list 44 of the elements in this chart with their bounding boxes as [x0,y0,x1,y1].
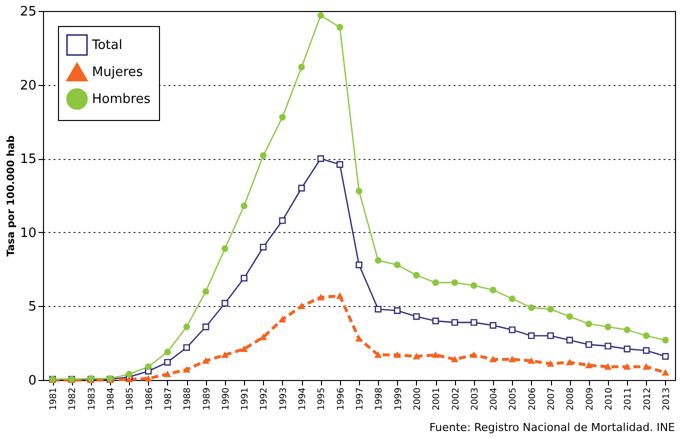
x-tick-label: 2012 [642,388,653,410]
y-tick-label: 10 [20,226,36,241]
x-tick-label: 1993 [278,388,289,410]
x-tick-label: 1982 [68,388,78,410]
x-tick-label: 1988 [183,387,194,410]
y-axis-title: Tasa por 100.000 hab [6,136,17,256]
x-tick-label: 1999 [394,387,404,410]
x-tick-label: 1991 [240,388,251,410]
x-tick-label: 1984 [106,387,117,410]
x-tick-label: 1990 [221,387,232,410]
x-tick-label: 1987 [164,388,174,410]
legend-label: Hombres [92,92,151,107]
y-tick-label: 0 [28,374,36,388]
x-tick-label: 1996 [336,387,346,410]
x-tick-label: 2000 [412,387,423,410]
x-tick-label: 2003 [470,388,480,410]
legend-label: Total [91,38,122,53]
x-tick-label: 1989 [202,387,212,410]
x-tick-label: 1992 [260,388,270,410]
y-tick-label: 25 [20,4,36,20]
x-tick-label: 1983 [87,388,98,410]
y-tick-label: 20 [20,78,36,94]
source-note: Fuente: Registro Nacional de Mortalidad. INE [429,420,676,434]
x-tick-label: 2011 [624,388,634,410]
x-tick-label: 2002 [451,388,462,410]
x-tick-label: 2001 [432,388,442,410]
x-tick-label: 2006 [528,387,538,410]
x-tick-label: 2010 [604,387,614,410]
x-tick-label: 1997 [356,388,366,410]
x-tick-label: 2004 [490,387,500,410]
y-tick-label: 15 [20,152,36,168]
x-tick-label: 2013 [662,388,672,410]
x-tick-label: 1995 [317,388,328,410]
y-tick-label: 5 [28,300,36,315]
x-tick-label: 2005 [508,388,519,410]
x-tick-label: 2007 [547,388,558,410]
x-tick-label: 2009 [585,387,596,410]
x-tick-label: 1986 [144,387,155,410]
x-tick-label: 2008 [566,387,576,410]
x-tick-label: 1985 [126,388,136,410]
x-tick-label: 1981 [49,388,60,410]
x-tick-label: 1998 [374,387,385,410]
legend-label: Mujeres [92,65,144,80]
x-tick-label: 1994 [298,387,308,410]
